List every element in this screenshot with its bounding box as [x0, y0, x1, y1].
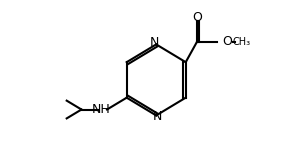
- Text: O: O: [192, 12, 202, 24]
- Text: N: N: [150, 36, 160, 49]
- Text: CH₃: CH₃: [232, 37, 250, 47]
- Text: O: O: [222, 35, 232, 48]
- Text: NH: NH: [92, 103, 111, 116]
- Text: N: N: [153, 110, 162, 123]
